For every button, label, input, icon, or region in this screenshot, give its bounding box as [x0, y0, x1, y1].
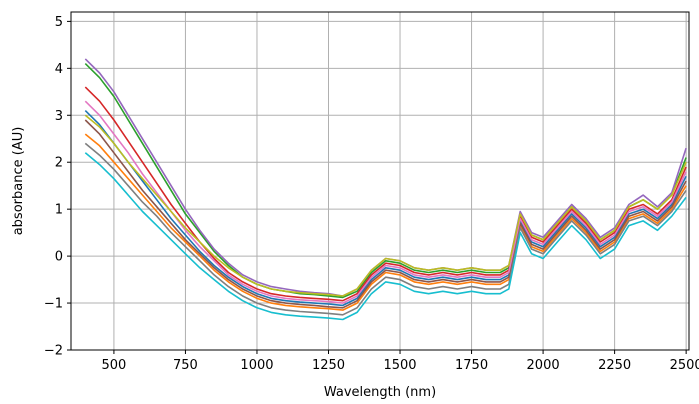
y-axis-ticks: −2 −1 0 1 2 3 4 5 — [44, 15, 71, 359]
y-tick-label: −1 — [44, 297, 63, 312]
series-line-4 — [84, 86, 687, 302]
grid — [71, 12, 689, 351]
plot-frame — [70, 11, 690, 351]
series-line-10 — [84, 152, 687, 321]
y-tick-label: 2 — [55, 156, 63, 171]
series-line-1 — [84, 110, 687, 307]
x-tick-label: 2250 — [598, 358, 631, 373]
x-tick-label: 500 — [102, 358, 127, 373]
series-layer — [84, 58, 687, 321]
x-tick-label: 750 — [173, 358, 198, 373]
series-line-2 — [84, 133, 687, 311]
series-line-3 — [84, 63, 687, 299]
y-tick-label: 0 — [55, 250, 63, 265]
y-tick-label: 1 — [55, 203, 63, 218]
y-tick-label: −2 — [44, 344, 63, 359]
series-line-7 — [84, 100, 687, 304]
series-line-6 — [84, 119, 687, 309]
x-axis-label: Wavelength (nm) — [324, 385, 436, 400]
x-tick-label: 2500 — [670, 358, 699, 373]
series-line-8 — [84, 142, 687, 316]
x-tick-label: 1250 — [312, 358, 345, 373]
x-tick-label: 1500 — [383, 358, 416, 373]
series-line-9 — [84, 114, 687, 297]
y-tick-label: 5 — [55, 15, 63, 30]
x-axis-ticks: 500 750 1000 1250 1500 1750 2000 2250 2500 — [102, 350, 699, 373]
y-tick-label: 4 — [55, 62, 63, 77]
x-tick-label: 2000 — [527, 358, 560, 373]
y-axis-label: absorbance (AU) — [11, 127, 26, 236]
x-tick-label: 1750 — [455, 358, 488, 373]
x-tick-label: 1000 — [240, 358, 273, 373]
y-tick-label: 3 — [55, 109, 63, 124]
